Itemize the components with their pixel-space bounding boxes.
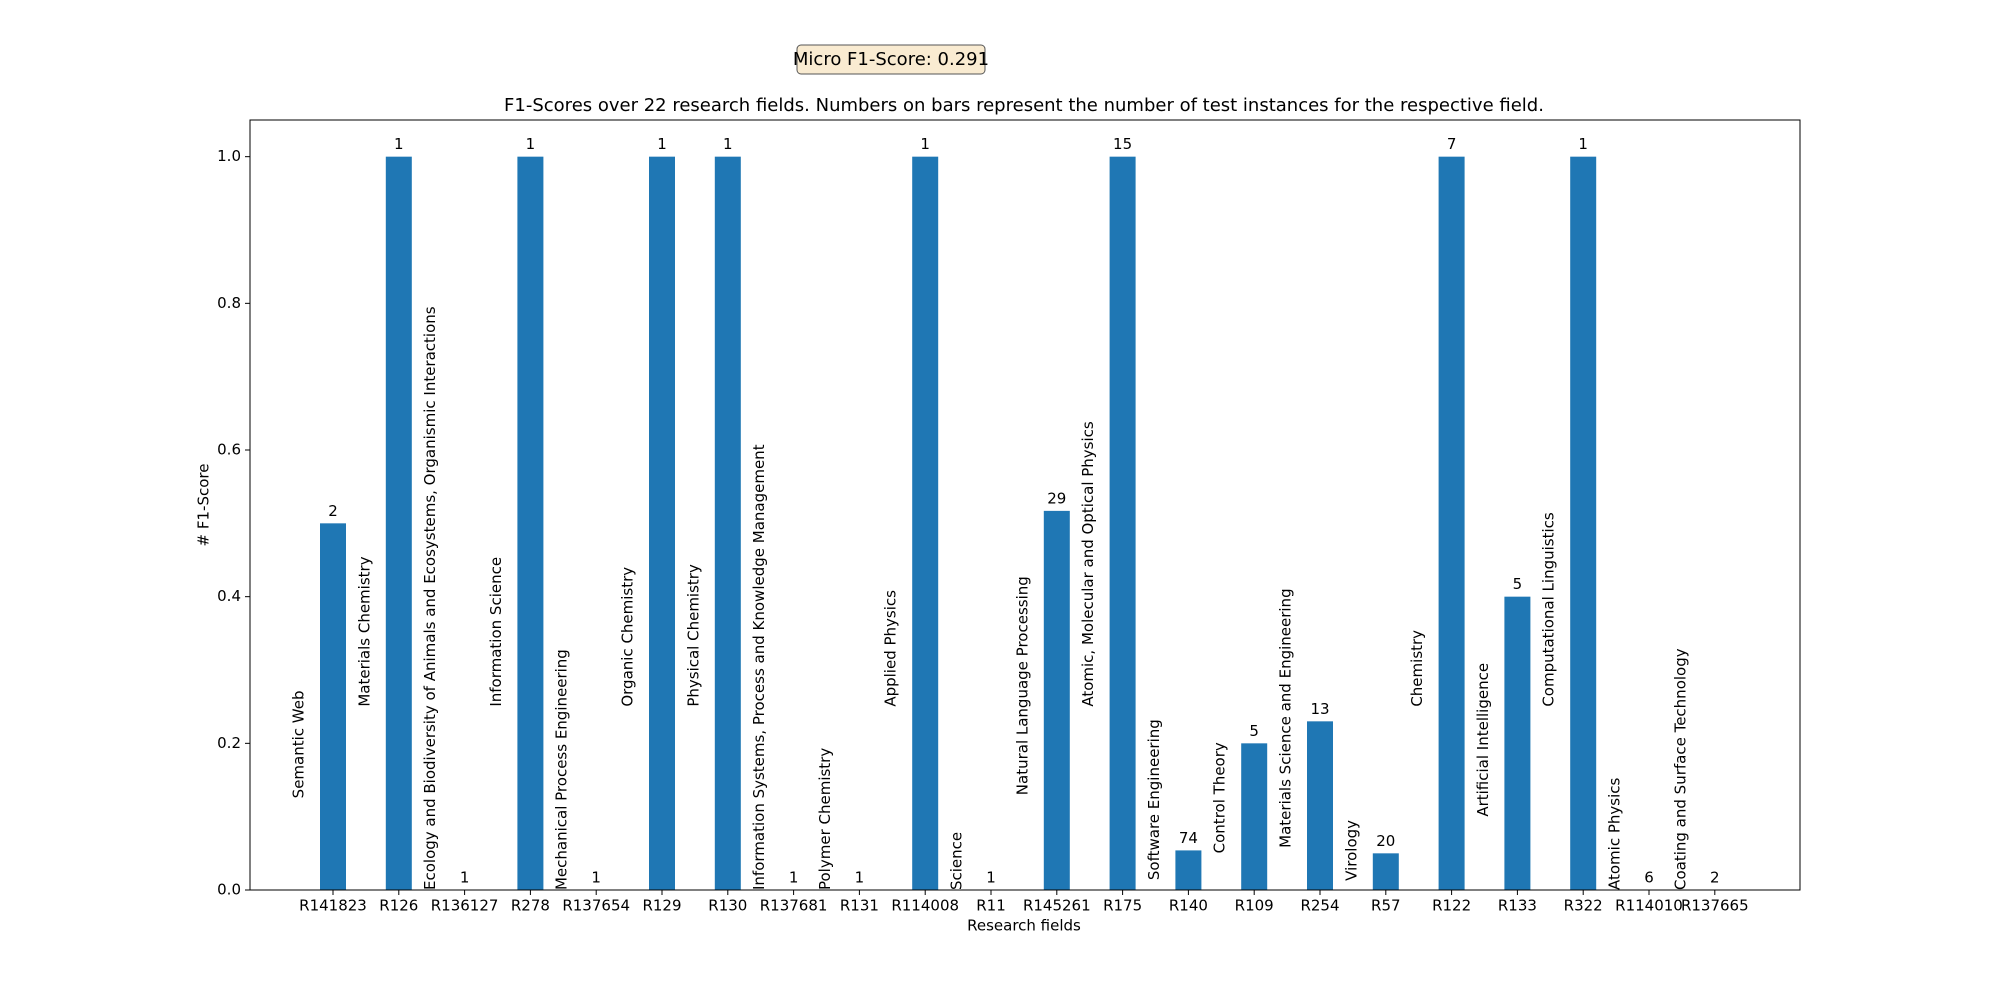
x-tick-label: R133 <box>1498 897 1537 915</box>
y-tick-label: 0.2 <box>217 734 241 752</box>
x-tick-label: R129 <box>642 897 681 915</box>
x-tick-label: R114008 <box>891 897 959 915</box>
count-label: 1 <box>591 869 601 887</box>
field-label: Computational Linguistics <box>1540 512 1558 707</box>
field-label: Organic Chemistry <box>619 567 637 707</box>
count-label: 1 <box>723 135 733 153</box>
bar <box>1307 721 1333 890</box>
bar <box>1504 596 1531 890</box>
count-label: 1 <box>394 135 404 153</box>
field-label: Semantic Web <box>290 691 308 799</box>
field-label: Software Engineering <box>1145 719 1163 880</box>
bar <box>1043 510 1070 890</box>
x-tick-label: R145261 <box>1023 897 1091 915</box>
x-tick-label: R254 <box>1300 897 1339 915</box>
count-label: 29 <box>1047 489 1066 507</box>
count-label: 20 <box>1376 832 1395 850</box>
field-label: Science <box>948 832 966 890</box>
count-label: 2 <box>328 502 338 520</box>
plot-frame <box>249 119 1801 891</box>
count-label: 5 <box>1249 722 1259 740</box>
x-tick-label: R141823 <box>299 897 367 915</box>
bar <box>1372 853 1399 890</box>
count-label: 74 <box>1179 829 1198 847</box>
count-label: 13 <box>1310 700 1329 718</box>
field-label: Coating and Surface Technology <box>1671 648 1689 890</box>
bar <box>385 156 412 890</box>
chart-title: F1-Scores over 22 research fields. Numbe… <box>504 95 1544 116</box>
bar <box>1438 156 1465 890</box>
x-tick-label: R131 <box>840 897 879 915</box>
field-label: Information Systems, Process and Knowled… <box>750 444 768 890</box>
y-tick-label: 0.8 <box>217 294 241 312</box>
bar <box>1109 156 1136 890</box>
field-label: Physical Chemistry <box>684 564 702 707</box>
count-label: 1 <box>460 869 470 887</box>
y-tick-label: 1.0 <box>217 147 241 165</box>
bar <box>1241 743 1268 890</box>
field-label: Atomic, Molecular and Optical Physics <box>1079 421 1097 707</box>
field-label: Polymer Chemistry <box>816 748 834 890</box>
count-label: 1 <box>855 869 865 887</box>
field-label: Materials Chemistry <box>355 556 373 706</box>
x-tick-label: R140 <box>1169 897 1208 915</box>
x-tick-label: R137654 <box>562 897 630 915</box>
y-tick-label: 0.0 <box>217 881 241 899</box>
field-label: Mechanical Process Engineering <box>553 649 571 890</box>
x-tick-label: R109 <box>1235 897 1274 915</box>
x-tick-label: R175 <box>1103 897 1142 915</box>
count-label: 1 <box>920 135 930 153</box>
count-label: 5 <box>1513 575 1523 593</box>
x-tick-label: R122 <box>1432 897 1471 915</box>
x-tick-label: R137681 <box>760 897 828 915</box>
annotation: Micro F1-Score: 0.291 <box>793 49 989 70</box>
y-tick-label: 0.4 <box>217 587 241 605</box>
field-label: Control Theory <box>1211 742 1229 853</box>
field-label: Atomic Physics <box>1606 777 1624 890</box>
field-label: Materials Science and Engineering <box>1277 588 1295 847</box>
x-tick-label: R136127 <box>431 897 499 915</box>
x-tick-label: R57 <box>1371 897 1401 915</box>
bar <box>517 156 544 890</box>
x-tick-label: R130 <box>708 897 747 915</box>
field-label: Ecology and Biodiversity of Animals and … <box>421 306 439 890</box>
count-label: 1 <box>526 135 536 153</box>
field-label: Chemistry <box>1408 630 1426 707</box>
bar <box>1175 850 1202 890</box>
x-tick-label: R126 <box>379 897 418 915</box>
count-label: 1 <box>657 135 667 153</box>
bar <box>1570 156 1597 890</box>
count-label: 6 <box>1644 869 1654 887</box>
y-axis-label: # F1-Score <box>195 464 213 547</box>
annotation-box <box>796 44 986 75</box>
x-tick-label: R114010 <box>1615 897 1683 915</box>
x-tick-label: R322 <box>1564 897 1603 915</box>
x-tick-label: R11 <box>976 897 1006 915</box>
count-label: 1 <box>789 869 799 887</box>
field-label: Artificial Intelligence <box>1474 663 1492 817</box>
bar <box>320 523 346 890</box>
bar <box>912 156 939 890</box>
x-axis-label: Research fields <box>967 917 1081 935</box>
count-label: 1 <box>986 869 996 887</box>
count-label: 15 <box>1113 135 1132 153</box>
bar <box>649 156 675 890</box>
y-tick-label: 0.6 <box>217 441 241 459</box>
x-tick-label: R137665 <box>1681 897 1749 915</box>
count-label: 7 <box>1447 135 1457 153</box>
count-label: 2 <box>1710 869 1720 887</box>
field-label: Information Science <box>487 557 505 707</box>
field-label: Virology <box>1342 820 1360 881</box>
bar <box>714 156 741 890</box>
x-tick-label: R278 <box>511 897 550 915</box>
field-label: Natural Language Processing <box>1013 576 1031 795</box>
field-label: Applied Physics <box>882 590 900 707</box>
count-label: 1 <box>1578 135 1588 153</box>
